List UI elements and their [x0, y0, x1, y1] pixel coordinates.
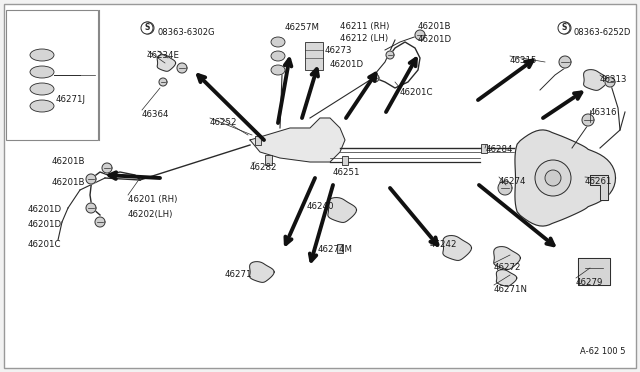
Text: S: S — [561, 23, 566, 32]
Text: 46201 (RH): 46201 (RH) — [128, 195, 177, 204]
Ellipse shape — [30, 83, 54, 95]
Text: 46201C: 46201C — [28, 240, 61, 249]
Polygon shape — [443, 235, 472, 260]
Ellipse shape — [271, 37, 285, 47]
Text: 46284: 46284 — [486, 145, 513, 154]
Text: S: S — [144, 23, 150, 32]
Text: 46316: 46316 — [590, 108, 618, 117]
Text: A-62 100 5: A-62 100 5 — [580, 347, 626, 356]
Polygon shape — [605, 77, 615, 87]
Text: 46274M: 46274M — [318, 245, 353, 254]
Text: 46201C: 46201C — [400, 88, 433, 97]
Text: 46202(LH): 46202(LH) — [128, 210, 173, 219]
Bar — [342, 155, 348, 164]
Text: 46282: 46282 — [250, 163, 278, 172]
Ellipse shape — [30, 49, 54, 61]
Polygon shape — [250, 118, 345, 162]
Text: 46252: 46252 — [210, 118, 237, 127]
Text: 46271J: 46271J — [56, 95, 86, 104]
Bar — [481, 144, 487, 153]
Polygon shape — [494, 247, 520, 269]
Circle shape — [141, 22, 153, 34]
Polygon shape — [415, 30, 425, 40]
Text: 46201B: 46201B — [52, 178, 86, 187]
Bar — [264, 155, 271, 165]
Text: 46273: 46273 — [325, 46, 353, 55]
Text: 46261: 46261 — [585, 177, 612, 186]
Polygon shape — [371, 74, 379, 82]
Text: 46313: 46313 — [600, 75, 627, 84]
Polygon shape — [590, 175, 608, 200]
Text: 46211 (RH): 46211 (RH) — [340, 22, 389, 31]
Ellipse shape — [30, 100, 54, 112]
Circle shape — [535, 160, 571, 196]
Text: S: S — [146, 25, 150, 31]
Ellipse shape — [30, 66, 54, 78]
Text: 08363-6302G: 08363-6302G — [158, 28, 216, 37]
Polygon shape — [95, 217, 105, 227]
Polygon shape — [582, 114, 594, 126]
Text: 46212 (LH): 46212 (LH) — [340, 34, 388, 43]
Text: 46315: 46315 — [510, 56, 538, 65]
Polygon shape — [86, 174, 96, 184]
Ellipse shape — [271, 51, 285, 61]
Text: 46279: 46279 — [576, 278, 604, 287]
Polygon shape — [515, 130, 616, 226]
Polygon shape — [584, 70, 608, 90]
Polygon shape — [159, 78, 167, 86]
Text: 46201D: 46201D — [330, 60, 364, 69]
Polygon shape — [102, 163, 112, 173]
Text: 46201D: 46201D — [28, 220, 62, 229]
Text: 46271N: 46271N — [494, 285, 528, 294]
Polygon shape — [386, 51, 394, 59]
Text: 46242: 46242 — [430, 240, 458, 249]
Polygon shape — [328, 198, 356, 222]
Text: 46274: 46274 — [499, 177, 527, 186]
Text: S: S — [563, 25, 568, 31]
Text: 46251: 46251 — [333, 168, 360, 177]
Bar — [337, 244, 343, 253]
Text: 46271: 46271 — [225, 270, 253, 279]
Circle shape — [558, 22, 570, 34]
Ellipse shape — [271, 65, 285, 75]
Circle shape — [142, 22, 154, 34]
Circle shape — [559, 22, 571, 34]
Polygon shape — [497, 270, 517, 286]
Polygon shape — [578, 258, 610, 285]
Text: 46201B: 46201B — [418, 22, 451, 31]
Bar — [305, 42, 323, 70]
Polygon shape — [250, 262, 274, 282]
Text: 46201D: 46201D — [418, 35, 452, 44]
Bar — [6, 10, 98, 140]
Polygon shape — [86, 203, 96, 213]
Polygon shape — [559, 56, 571, 68]
Text: 46240: 46240 — [307, 202, 335, 211]
Text: 46234E: 46234E — [147, 51, 180, 60]
Polygon shape — [498, 181, 512, 195]
Text: 46272: 46272 — [494, 263, 522, 272]
Text: 46201D: 46201D — [28, 205, 62, 214]
Text: 08363-6252D: 08363-6252D — [574, 28, 632, 37]
Text: 46201B: 46201B — [52, 157, 86, 166]
Polygon shape — [157, 55, 175, 71]
Text: 46257M: 46257M — [285, 23, 320, 32]
Text: 46364: 46364 — [142, 110, 170, 119]
Polygon shape — [177, 63, 187, 73]
Circle shape — [545, 170, 561, 186]
Bar — [255, 135, 261, 144]
